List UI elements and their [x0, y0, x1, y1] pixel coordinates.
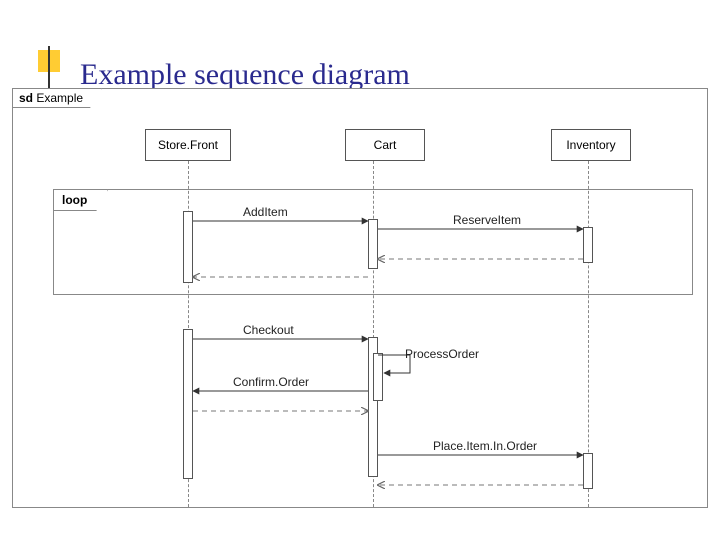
activation-inventory-6	[583, 453, 593, 489]
sequence-diagram-frame: sd Example Store.Front Cart Inventory loop…	[12, 88, 708, 508]
frame-label-text: Example	[36, 91, 83, 105]
message-label-8: Place.Item.In.Order	[433, 439, 537, 453]
loop-label: loop	[53, 189, 108, 211]
participant-inventory: Inventory	[551, 129, 631, 161]
activation-cart-4	[373, 353, 383, 401]
message-label-5: ProcessOrder	[405, 347, 479, 361]
loop-fragment: loop	[53, 189, 693, 295]
frame-label-tab: sd Example	[12, 88, 102, 108]
slide-title: Example sequence diagram	[80, 58, 410, 92]
title-accent-vline	[48, 46, 50, 90]
frame-label-prefix: sd	[19, 91, 33, 105]
activation-storefront-1	[183, 329, 193, 479]
participant-storefront: Store.Front	[145, 129, 231, 161]
message-label-4: Checkout	[243, 323, 294, 337]
message-label-6: Confirm.Order	[233, 375, 309, 389]
participant-cart: Cart	[345, 129, 425, 161]
message-label-1: ReserveItem	[453, 213, 521, 227]
message-label-0: AddItem	[243, 205, 288, 219]
